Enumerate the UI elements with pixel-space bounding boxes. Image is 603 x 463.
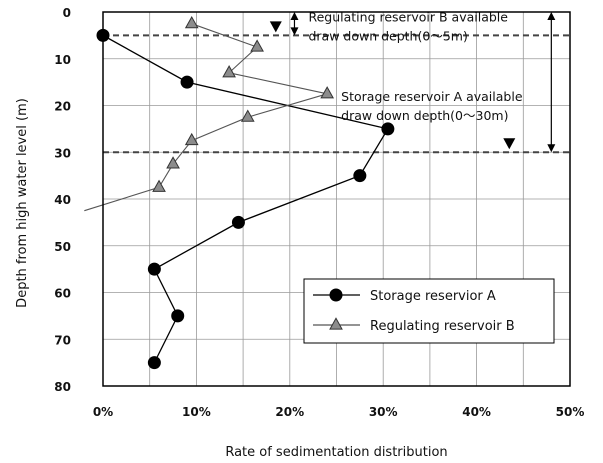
data-point-circle [353,169,367,183]
data-point-circle [231,215,245,229]
data-point-triangle [222,65,236,78]
range-arrow-head-up [290,12,299,20]
x-tick-label: 40% [462,405,491,419]
x-tick-label: 10% [182,405,211,419]
y-axis-label: Depth from high water level (m) [15,98,30,308]
data-point-circle [171,309,185,323]
range-arrow-head-up [547,12,556,20]
legend-label: Regulating reservoir B [370,319,515,334]
data-point-circle [381,122,395,136]
y-tick-label: 20 [54,100,71,114]
data-point-triangle [184,15,199,29]
annotations: Regulating reservoir B available draw dow… [269,9,556,153]
x-tick-label: 0% [93,405,113,419]
legend-box [303,278,555,344]
data-point-triangle [240,109,255,122]
y-tick-label: 40 [54,193,71,207]
y-tick-label: 30 [54,146,71,160]
y-tick-labels: 0 10 20 30 40 50 60 70 80 [54,6,71,394]
legend: Storage reservior A Regulating reservoir … [303,278,555,344]
data-point-triangle [166,156,180,169]
y-tick-label: 0 [63,6,71,20]
series-line [102,34,389,363]
plot-frame [102,11,571,387]
data-point-triangle [320,86,335,99]
data-point-circle [147,262,161,276]
x-tick-labels: 0% 10% 20% 30% 40% 50% [93,405,585,419]
y-tick-label: 70 [54,333,71,347]
range-arrow-head-down [547,144,556,153]
x-tick-label: 20% [275,405,304,419]
x-axis-label: Rate of sedimentation distribution [225,445,447,460]
y-tick-label: 80 [54,380,71,394]
annotation-text: draw down depth(0～30m) [341,108,508,123]
data-point-triangle [329,317,343,330]
y-tick-label: 60 [54,287,71,301]
x-tick-label: 30% [369,405,398,419]
y-tick-label: 10 [54,53,71,67]
data-point-triangle [184,132,199,146]
reference-lines [103,34,570,154]
data-point-triangle [250,39,264,52]
data-point-circle [180,75,194,89]
annotation-text: Regulating reservoir B available [308,9,508,24]
data-point-circle [147,356,161,370]
y-tick-label: 50 [54,240,71,254]
annotation-text: Storage reservoir A available [341,89,523,104]
water-level-marker-icon [269,21,282,33]
data-point-circle [329,288,343,302]
series-line [84,23,328,212]
water-level-marker-icon [503,138,516,150]
data-point-triangle [152,179,166,192]
range-arrow-head-down [290,27,299,36]
annotation-text: draw down depth(0～5m) [308,28,467,43]
legend-label: Storage reservior A [370,289,496,304]
series-regulating-reservoir-b [84,15,335,212]
x-tick-label: 50% [556,405,585,419]
